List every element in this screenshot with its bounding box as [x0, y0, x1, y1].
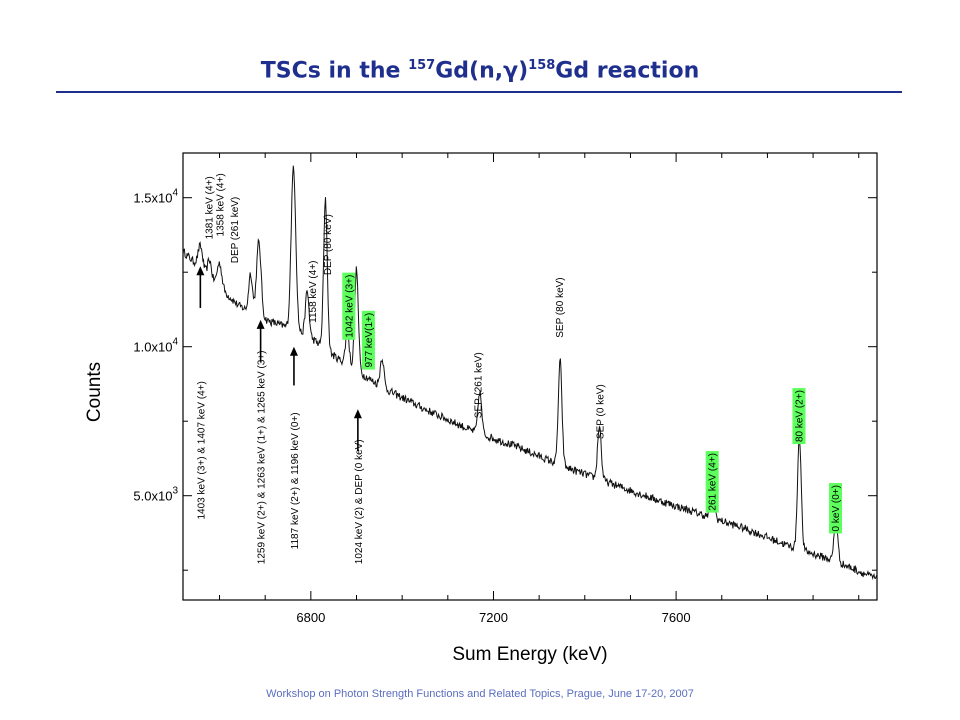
peak-label: 1158 keV (4+) — [308, 261, 319, 323]
peak-label-group: 977 keV(1+) — [361, 310, 375, 370]
title-sup-158: 158 — [528, 58, 556, 73]
peak-label: 80 keV (2+) — [794, 390, 805, 442]
slide-footer: Workshop on Photon Strength Functions an… — [266, 688, 694, 700]
peak-label: SEP (261 keV) — [473, 352, 484, 418]
y-axis-title: Counts — [84, 362, 105, 422]
x-tick-label: 7200 — [479, 610, 508, 625]
peak-label: SEP (0 keV) — [595, 384, 606, 439]
peak-label-highlight — [828, 483, 842, 534]
peak-label: 1403 keV (3+) & 1407 keV (4+) — [196, 381, 207, 519]
y-tick-label: 1.5x104 — [133, 188, 178, 206]
peak-label: SEP (80 keV) — [555, 277, 566, 337]
peak-label: 1042 keV (3+) — [344, 275, 355, 338]
peak-label-group: DEP (261 keV) — [230, 197, 241, 264]
peak-label-group: SEP (0 keV) — [595, 384, 606, 439]
peak-label: 261 keV (4+) — [708, 453, 719, 511]
title-underline — [56, 91, 902, 93]
peak-label-group: 261 keV (4+) — [705, 451, 719, 513]
annotations-layer: 1403 keV (3+) & 1407 keV (4+) 1381 keV (4… — [196, 173, 842, 564]
peak-arrowhead — [289, 346, 298, 356]
peak-label: 1187 keV (2+) & 1196 keV (0+) — [290, 412, 301, 549]
plot-frame — [182, 152, 878, 601]
x-tick-label: 7600 — [662, 610, 691, 625]
spectrum-curve-layer — [182, 165, 878, 581]
peak-label-group: 1042 keV (3+) — [342, 272, 356, 340]
peak-label-group: 1158 keV (4+) — [308, 261, 319, 323]
peak-label-highlight — [705, 451, 719, 513]
peak-arrowhead — [196, 266, 205, 276]
peak-label: 1024 keV (2) & DEP (0 keV) — [354, 439, 365, 564]
peak-arrowhead — [353, 409, 362, 419]
spectrum-line — [182, 165, 878, 581]
peak-arrowhead — [256, 319, 265, 329]
peak-label: DEP (80 keV) — [323, 214, 334, 275]
plot-frame-layer — [182, 152, 878, 601]
peak-label: 0 keV (0+) — [831, 485, 842, 531]
peak-label: 977 keV(1+) — [364, 313, 375, 368]
peak-label-highlight — [361, 310, 375, 370]
slide-title: TSCs in the 157Gd(n,γ)158Gd reaction — [0, 58, 960, 83]
peak-label-group: 1187 keV (2+) & 1196 keV (0+) — [290, 412, 301, 549]
peak-label: 1259 keV (2+) & 1263 keV (1+) & 1265 keV… — [257, 350, 268, 564]
peak-label-group: 0 keV (0+) — [828, 483, 842, 534]
peak-label-group: 1259 keV (2+) & 1263 keV (1+) & 1265 keV… — [257, 350, 268, 564]
peak-label: 1358 keV (4+) — [216, 173, 227, 236]
peak-label-group: 1381 keV (4+) — [205, 176, 216, 239]
peak-label-group: SEP (80 keV) — [555, 277, 566, 337]
x-tick-label: 6800 — [296, 610, 325, 625]
x-axis-title: Sum Energy (keV) — [452, 644, 607, 665]
peak-label-group: 1358 keV (4+) — [216, 173, 227, 236]
peak-label: DEP (261 keV) — [230, 197, 241, 264]
peak-label-highlight — [342, 272, 356, 340]
title-main: TSCs in the — [260, 58, 409, 84]
peak-label-group: SEP (261 keV) — [473, 352, 484, 418]
peak-label-group: 1024 keV (2) & DEP (0 keV) — [354, 439, 365, 564]
title-sup-157: 157 — [408, 58, 436, 73]
peak-label-group: DEP (80 keV) — [323, 214, 334, 275]
ticks-layer: 6800 7200 7600 5.0x103 1.0x104 1.5x104 — [133, 153, 877, 625]
y-tick-label: 1.0x104 — [133, 337, 178, 355]
peak-label-group: 1403 keV (3+) & 1407 keV (4+) — [196, 381, 207, 519]
title-mid: Gd(n,γ) — [435, 58, 529, 84]
peak-label: 1381 keV (4+) — [205, 176, 216, 239]
y-tick-label: 5.0x103 — [133, 486, 178, 504]
peak-label-highlight — [792, 388, 806, 445]
title-end: Gd reaction — [555, 58, 700, 84]
peak-label-group: 80 keV (2+) — [792, 388, 806, 445]
